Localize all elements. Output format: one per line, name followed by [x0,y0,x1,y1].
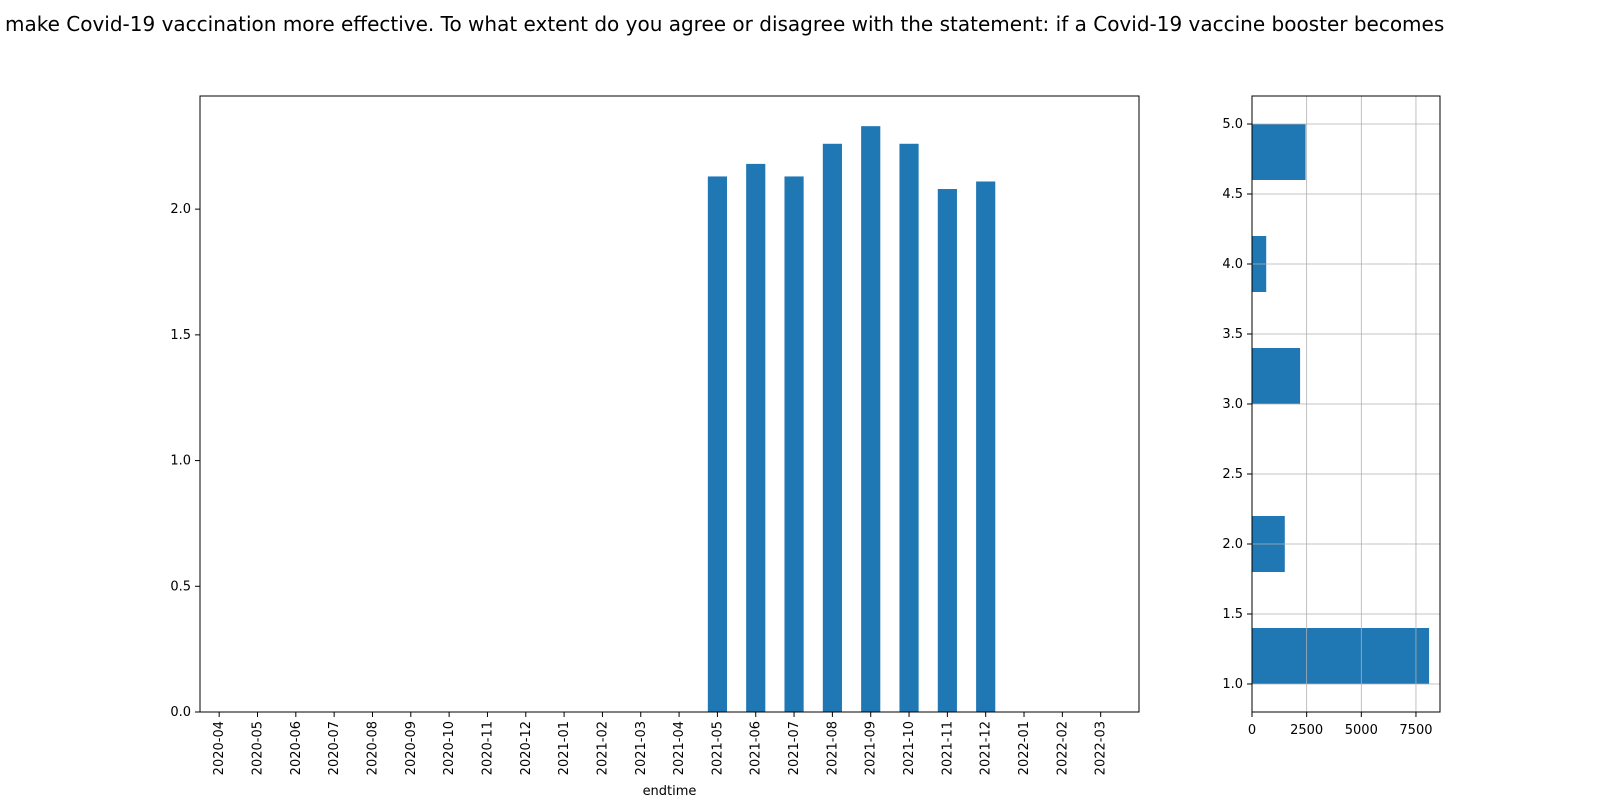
x-tick-label: 2021-06 [749,721,764,775]
x-tick-label: 7500 [1399,723,1432,738]
y-tick-label: 2.0 [1222,537,1243,552]
x-tick-label: 2020-11 [480,721,495,775]
bar-2021-06 [746,163,766,712]
y-tick-label: 3.0 [1222,397,1243,412]
x-tick-label: 2020-10 [442,721,457,775]
bar-2021-08 [822,143,842,712]
x-tick-label: 2021-11 [940,721,955,775]
y-tick-label: 0.5 [170,579,191,594]
hist-bar-2 [1252,348,1301,404]
bar-2021-12 [976,181,996,712]
x-tick-label: 2020-04 [212,721,227,775]
hist-bar-0 [1252,628,1430,684]
y-tick-label: 5.0 [1222,117,1243,132]
bar-2021-11 [937,189,957,712]
y-tick-label: 1.0 [1222,677,1243,692]
histogram-responses: 0 2500 5000 7500 1.0 1.5 2.0 2.5 3.0 3.5 4.0 4.5 5.0 [1222,95,1441,738]
x-tick-label: 2021-07 [787,721,802,775]
x-tick-label: 2021-09 [864,721,879,775]
x-tick-label: 2021-04 [672,721,687,775]
y-tick-label: 4.5 [1222,187,1243,202]
x-tick-label: 2020-06 [289,721,304,775]
y-tick-label: 2.5 [1222,467,1243,482]
x-tick-label: 5000 [1345,723,1378,738]
x-tick-label: 2021-03 [634,721,649,775]
bar-chart-endtime: 0.0 0.5 1.0 1.5 2.0 2020-04 2020-05 2020-06 2020… [170,95,1140,799]
bar-2021-09 [861,126,881,712]
x-tick-label: 2500 [1290,723,1323,738]
bar-2021-05 [707,176,727,712]
y-tick-label: 4.0 [1222,257,1243,272]
y-tick-label: 3.5 [1222,327,1243,342]
y-tick-label: 1.5 [1222,607,1243,622]
x-tick-label: 2022-01 [1017,721,1032,775]
bar-2021-07 [784,176,804,712]
y-tick-label: 1.0 [170,454,191,469]
x-tick-label: 2020-09 [404,721,419,775]
x-tick-label: 2020-05 [250,721,265,775]
y-tick-label: 1.5 [170,328,191,343]
y-tick-label: 0.0 [170,705,191,720]
x-tick-label: 2021-02 [595,721,610,775]
x-axis-label: endtime [643,784,697,799]
y-tick-label: 2.0 [170,202,191,217]
x-tick-label: 2022-03 [1094,721,1109,775]
x-tick-label: 2020-12 [519,721,534,775]
axes-frame [1251,95,1441,713]
x-tick-label: 2020-08 [365,721,380,775]
x-tick-label: 2020-07 [327,721,342,775]
x-tick-label: 0 [1248,723,1256,738]
x-tick-label: 2022-02 [1055,721,1070,775]
x-tick-label: 2021-12 [979,721,994,775]
x-tick-label: 2021-08 [825,721,840,775]
x-tick-label: 2021-01 [557,721,572,775]
figure-title: make Covid-19 vaccination more effective… [5,12,1445,36]
x-tick-label: 2021-10 [902,721,917,775]
hist-bar-4 [1252,124,1306,180]
axes-frame [199,95,1140,713]
bar-2021-10 [899,143,919,712]
x-tick-label: 2021-05 [710,721,725,775]
